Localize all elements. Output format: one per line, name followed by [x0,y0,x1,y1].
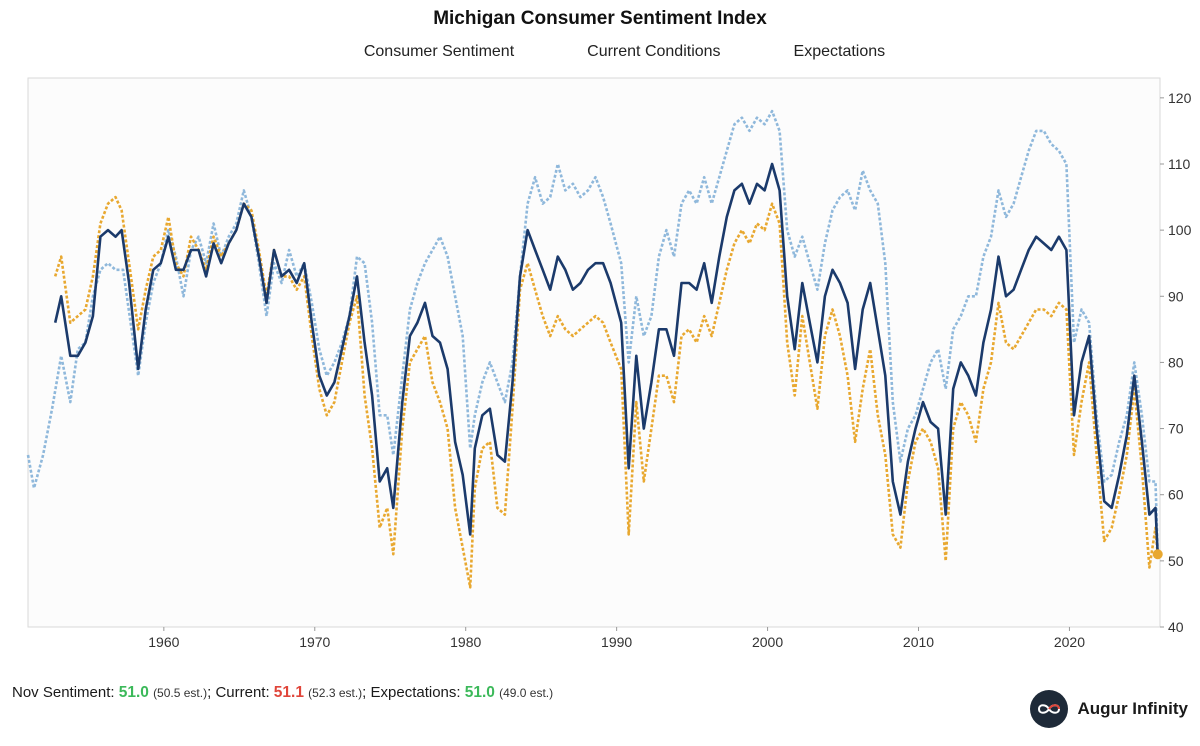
y-tick-label: 90 [1168,288,1184,304]
expectations-estimate: (49.0 est.) [499,686,554,700]
legend-label: Consumer Sentiment [363,43,515,60]
legend-label: Current Conditions [587,43,721,60]
current-estimate: (52.3 est.) [308,686,363,700]
brand: Augur Infinity [1029,690,1188,728]
y-tick-label: 50 [1168,553,1184,569]
release-summary: Nov Sentiment: 51.0 (50.5 est.); Current… [12,684,553,702]
chart-legend: Consumer Sentiment Current Conditions Ex… [0,43,1200,61]
x-tick-label: 1970 [299,634,330,650]
current-value: 51.1 [273,684,304,701]
brand-name: Augur Infinity [1077,699,1188,718]
legend-label: Expectations [793,43,886,60]
y-tick-label: 60 [1168,487,1184,503]
x-tick-label: 2000 [752,634,783,650]
sentiment-value: 51.0 [118,684,149,701]
series-line-consumer-sentiment [53,162,1159,555]
infinity-icon [1029,690,1068,728]
separator: ; [362,684,371,701]
legend-item-consumer-sentiment[interactable]: Consumer Sentiment [315,43,514,61]
x-tick-label: 1990 [601,634,632,650]
y-tick-label: 120 [1168,90,1192,106]
sentiment-label: Nov Sentiment: [12,684,119,701]
y-tick-label: 70 [1168,421,1184,437]
expectations-value: 51.0 [464,684,495,701]
last-value-marker [1152,549,1163,560]
y-tick-label: 80 [1168,354,1184,370]
y-tick-label: 100 [1168,222,1192,238]
y-tick-label: 110 [1168,156,1191,172]
series-line-current-conditions [26,109,1159,555]
x-tick-label: 1980 [450,634,481,650]
legend-item-current-conditions[interactable]: Current Conditions [538,43,720,61]
x-tick-label: 2020 [1054,634,1085,650]
x-tick-label: 1960 [148,634,179,650]
expectations-label: Expectations: [370,684,465,701]
sentiment-estimate: (50.5 est.) [153,686,208,700]
legend-item-expectations[interactable]: Expectations [745,43,886,61]
x-tick-label: 2010 [903,634,934,650]
y-tick-label: 40 [1168,619,1184,635]
plot-area [27,77,1161,628]
separator: ; [207,684,216,701]
chart-title: Michigan Consumer Sentiment Index [433,8,767,29]
current-label: Current: [215,684,274,701]
